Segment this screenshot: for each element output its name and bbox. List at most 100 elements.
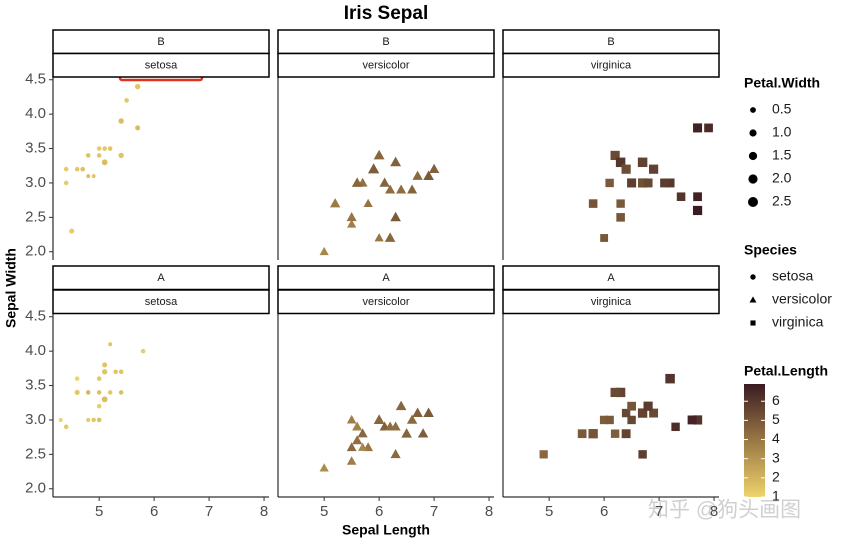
y-tick-label: 2.5: [25, 208, 46, 225]
point: [390, 156, 402, 167]
strip-label: B: [382, 36, 389, 48]
point: [118, 118, 124, 124]
y-tick-label: 3.5: [25, 140, 46, 157]
point: [396, 184, 407, 194]
point: [379, 177, 390, 187]
point: [135, 125, 141, 131]
point: [96, 153, 102, 158]
point: [615, 387, 626, 398]
point: [406, 414, 418, 424]
point: [91, 174, 96, 179]
point: [107, 146, 113, 151]
x-tick-label: 7: [205, 503, 213, 520]
watermark: 知乎 @狗头画图: [648, 499, 801, 522]
x-tick-label: 5: [320, 503, 328, 520]
point: [102, 362, 108, 368]
strip-label: A: [157, 272, 165, 284]
point: [140, 348, 146, 354]
point: [108, 342, 113, 347]
point: [599, 415, 609, 425]
point: [346, 442, 357, 452]
legend-shape: [750, 320, 756, 326]
point: [637, 408, 648, 418]
strip-label: A: [607, 272, 615, 284]
point: [692, 205, 703, 216]
point: [693, 192, 702, 202]
legend-label: versicolor: [772, 291, 832, 307]
point: [649, 408, 659, 418]
point: [86, 417, 91, 422]
point: [621, 408, 631, 418]
point: [357, 428, 368, 438]
point: [693, 123, 703, 133]
point: [605, 415, 614, 425]
strip-label: virginica: [591, 59, 632, 71]
point: [660, 178, 670, 188]
point: [417, 428, 429, 438]
strip: [52, 52, 270, 78]
point: [85, 390, 91, 395]
legend-size: [748, 174, 758, 184]
colorbar-label: 1: [772, 488, 780, 504]
y-tick-label: 2.0: [25, 480, 46, 497]
point: [390, 449, 401, 459]
x-tick-label: 5: [545, 503, 553, 520]
point: [69, 228, 75, 234]
point: [346, 212, 357, 222]
point: [600, 234, 609, 242]
legend-size: [748, 151, 758, 161]
legend-size: [750, 107, 756, 113]
colorbar-label: 4: [772, 430, 780, 446]
point: [638, 178, 648, 188]
x-tick-label: 8: [710, 503, 718, 520]
legend-size: [749, 129, 757, 137]
point: [74, 376, 80, 381]
point: [665, 373, 675, 384]
point: [687, 415, 697, 425]
point: [346, 414, 357, 424]
legend-label: 2.0: [772, 170, 792, 186]
point: [588, 199, 598, 208]
point: [401, 428, 412, 438]
point: [615, 157, 626, 168]
y-tick-label: 4.5: [25, 71, 46, 88]
point: [577, 429, 587, 439]
chart-title: Iris Sepal: [344, 3, 429, 24]
point: [346, 456, 357, 465]
strip-label: A: [382, 272, 390, 284]
legend-label: virginica: [772, 314, 824, 330]
point: [101, 159, 108, 166]
point: [643, 401, 653, 411]
strip-label: virginica: [591, 296, 632, 308]
point: [91, 417, 96, 423]
point: [621, 164, 631, 174]
legend-label: 2.5: [772, 193, 792, 209]
point: [58, 417, 63, 422]
point: [352, 435, 363, 445]
y-tick-label: 3.0: [25, 174, 46, 191]
point: [671, 422, 680, 432]
point: [373, 149, 385, 160]
point: [96, 146, 102, 151]
point: [423, 170, 434, 180]
x-tick-label: 6: [375, 503, 383, 520]
point: [588, 429, 598, 439]
point: [610, 150, 620, 161]
strip-label: B: [157, 36, 164, 48]
point: [118, 152, 124, 159]
point: [63, 166, 69, 172]
legend-label: 1.5: [772, 147, 792, 163]
point: [96, 417, 102, 423]
point: [621, 429, 631, 439]
point: [692, 415, 703, 425]
colorbar-label: 3: [772, 449, 780, 465]
strip-label: setosa: [145, 59, 178, 71]
strip-label: setosa: [145, 296, 178, 308]
point: [384, 232, 396, 242]
y-tick-label: 3.5: [25, 377, 46, 394]
legend-title: Species: [744, 242, 797, 258]
legend-label: 1.0: [772, 124, 792, 140]
strip: [502, 52, 720, 78]
point: [319, 246, 329, 256]
